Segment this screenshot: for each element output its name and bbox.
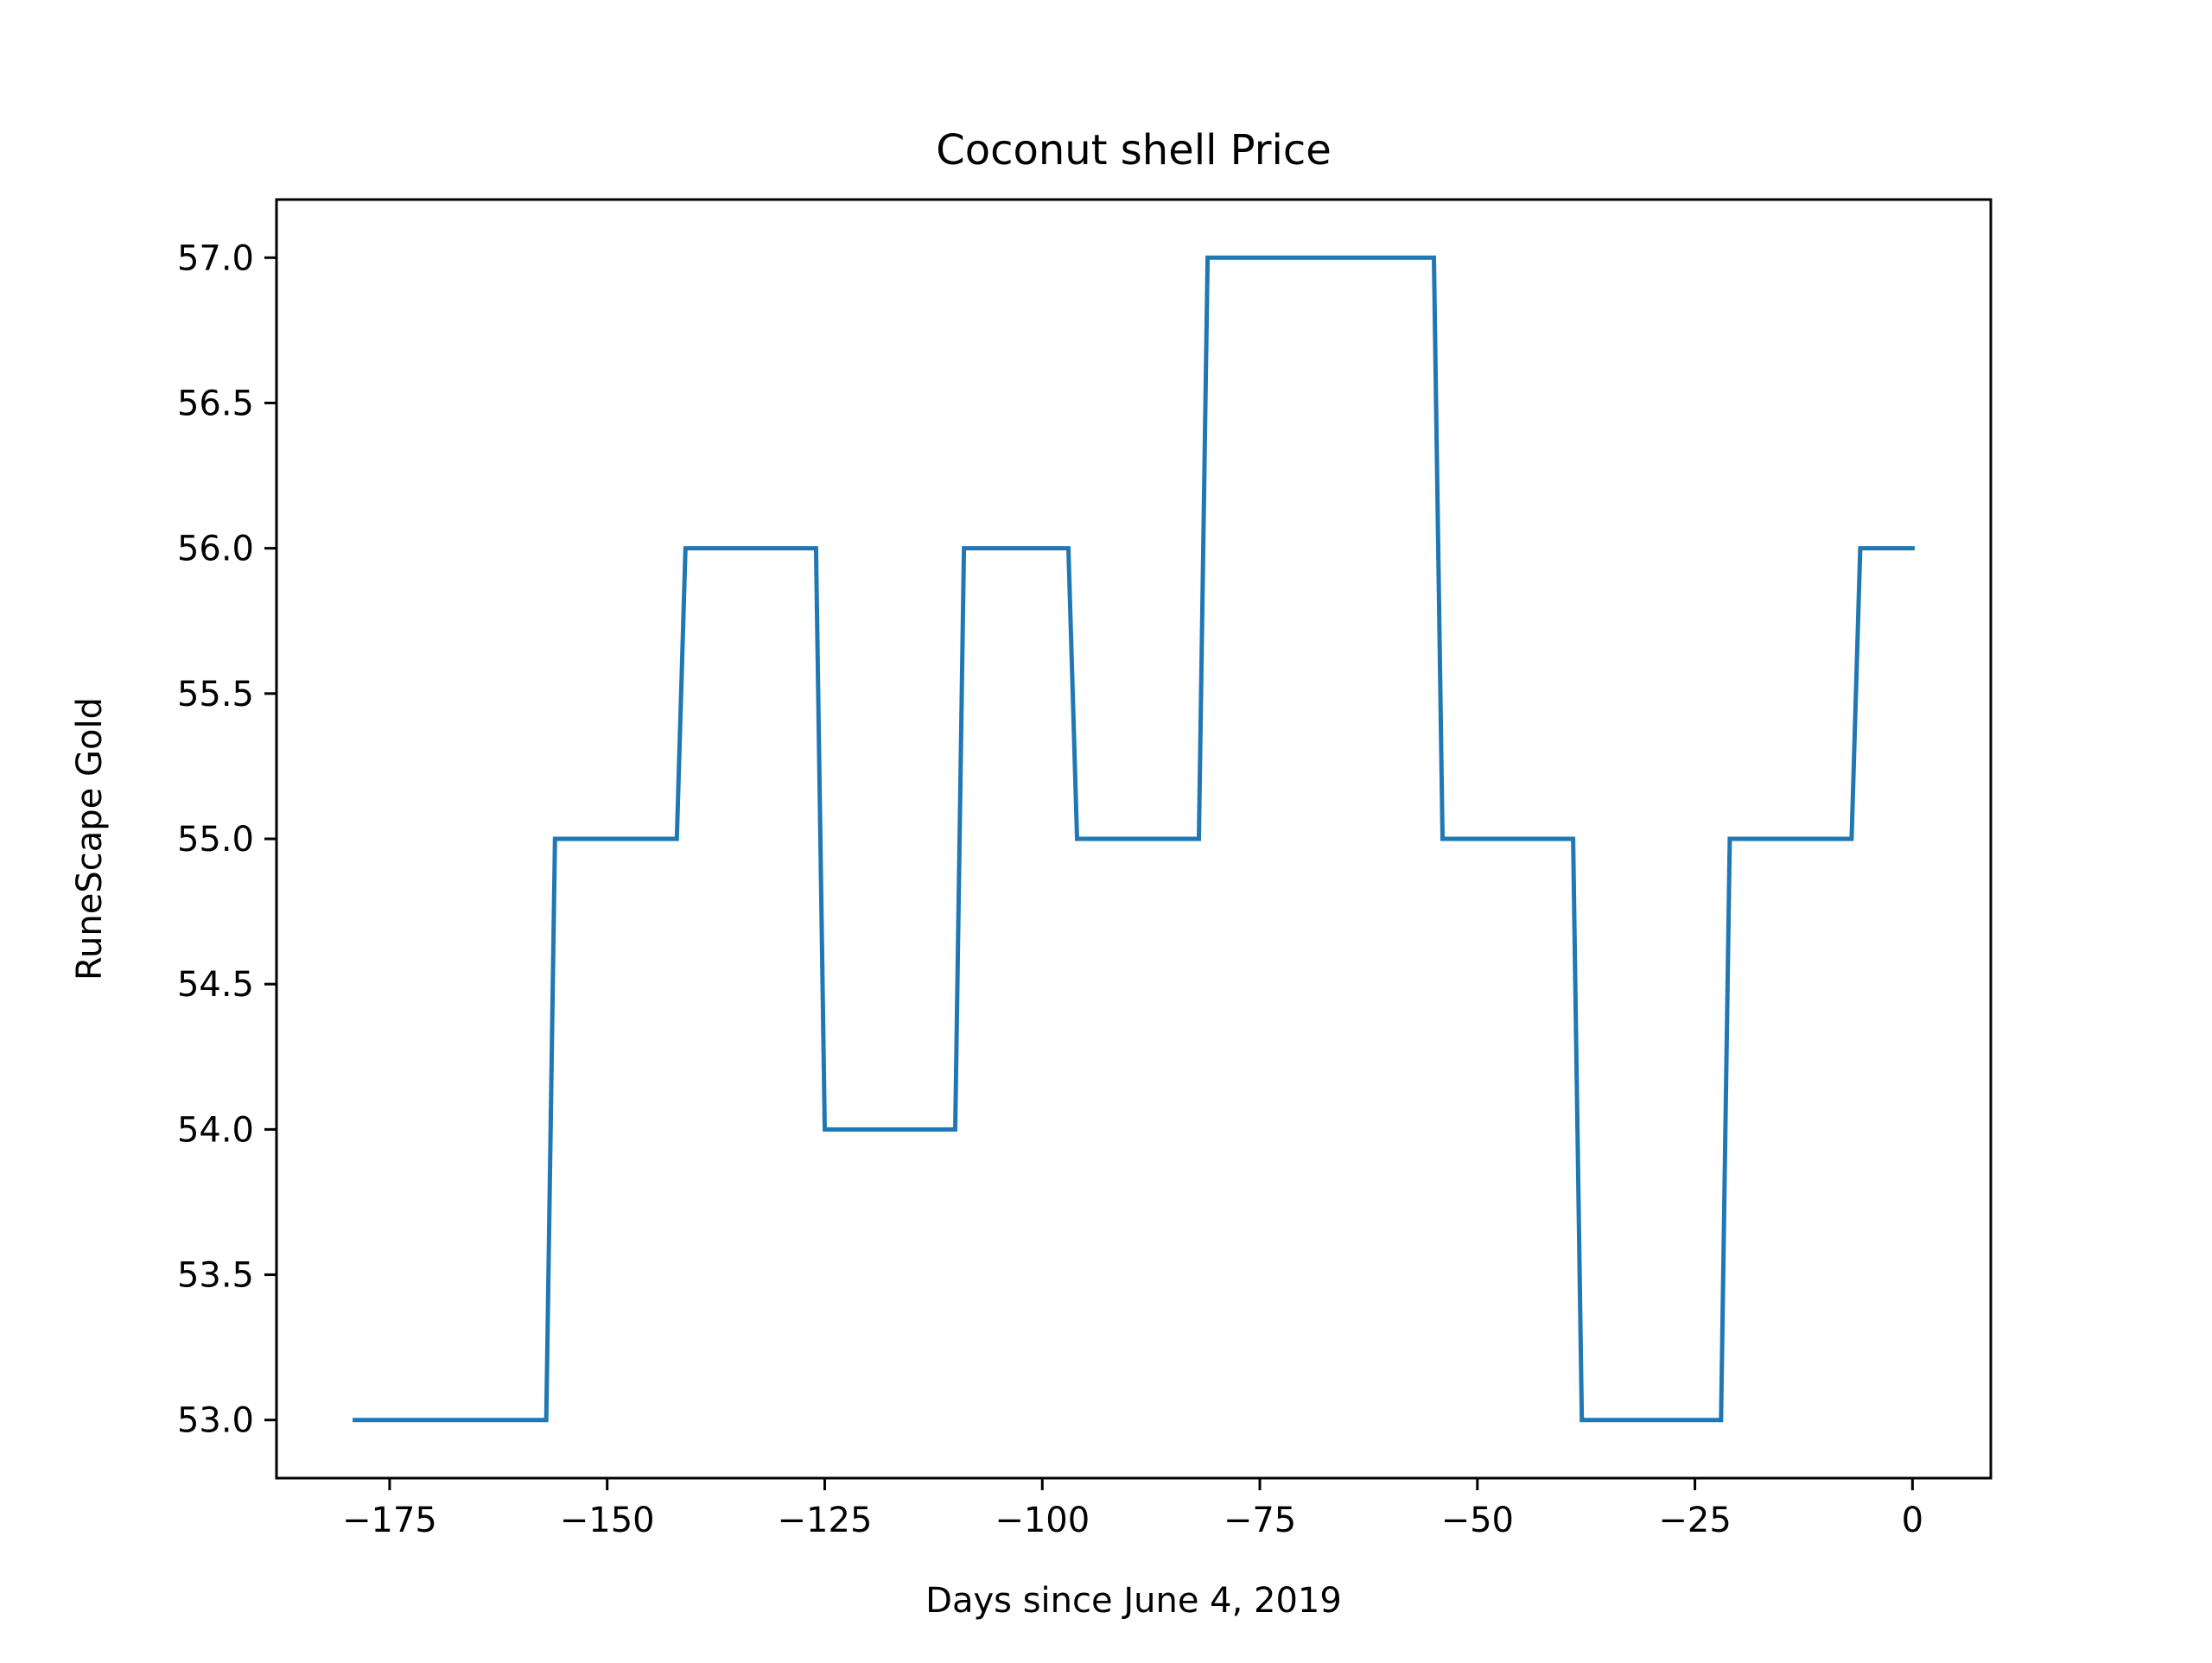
x-axis-label: Days since June 4, 2019 <box>925 1581 1342 1621</box>
y-tick-label: 56.5 <box>177 384 254 423</box>
y-tick-label: 53.0 <box>177 1401 254 1441</box>
y-tick-label: 54.5 <box>177 965 254 1005</box>
y-tick-label: 57.0 <box>177 238 254 278</box>
y-axis: 53.0 53.5 54.0 54.5 55.0 55.5 56.0 56.5 57.0 <box>177 238 276 1441</box>
x-tick-label: −150 <box>560 1501 655 1540</box>
x-tick-label: −175 <box>342 1501 437 1540</box>
series-line-0 <box>353 255 1915 1423</box>
x-tick-label: 0 <box>1902 1501 1923 1540</box>
x-axis: −175 −150 −125 −100 −75 −50 −25 0 <box>342 1478 1923 1540</box>
y-tick-label: 55.5 <box>177 675 254 714</box>
y-tick-label: 55.0 <box>177 820 254 860</box>
x-tick-label: −25 <box>1658 1501 1731 1540</box>
chart-title: Coconut shell Price <box>936 126 1332 175</box>
y-tick-label: 53.5 <box>177 1256 254 1296</box>
x-tick-label: −100 <box>995 1501 1090 1540</box>
y-tick-label: 54.0 <box>177 1110 254 1150</box>
x-tick-label: −125 <box>778 1501 873 1540</box>
plot-content <box>353 255 1915 1423</box>
x-tick-label: −75 <box>1224 1501 1296 1540</box>
y-tick-label: 56.0 <box>177 530 254 569</box>
y-axis-label: RuneScape Gold <box>70 697 110 981</box>
x-tick-label: −50 <box>1441 1501 1514 1540</box>
